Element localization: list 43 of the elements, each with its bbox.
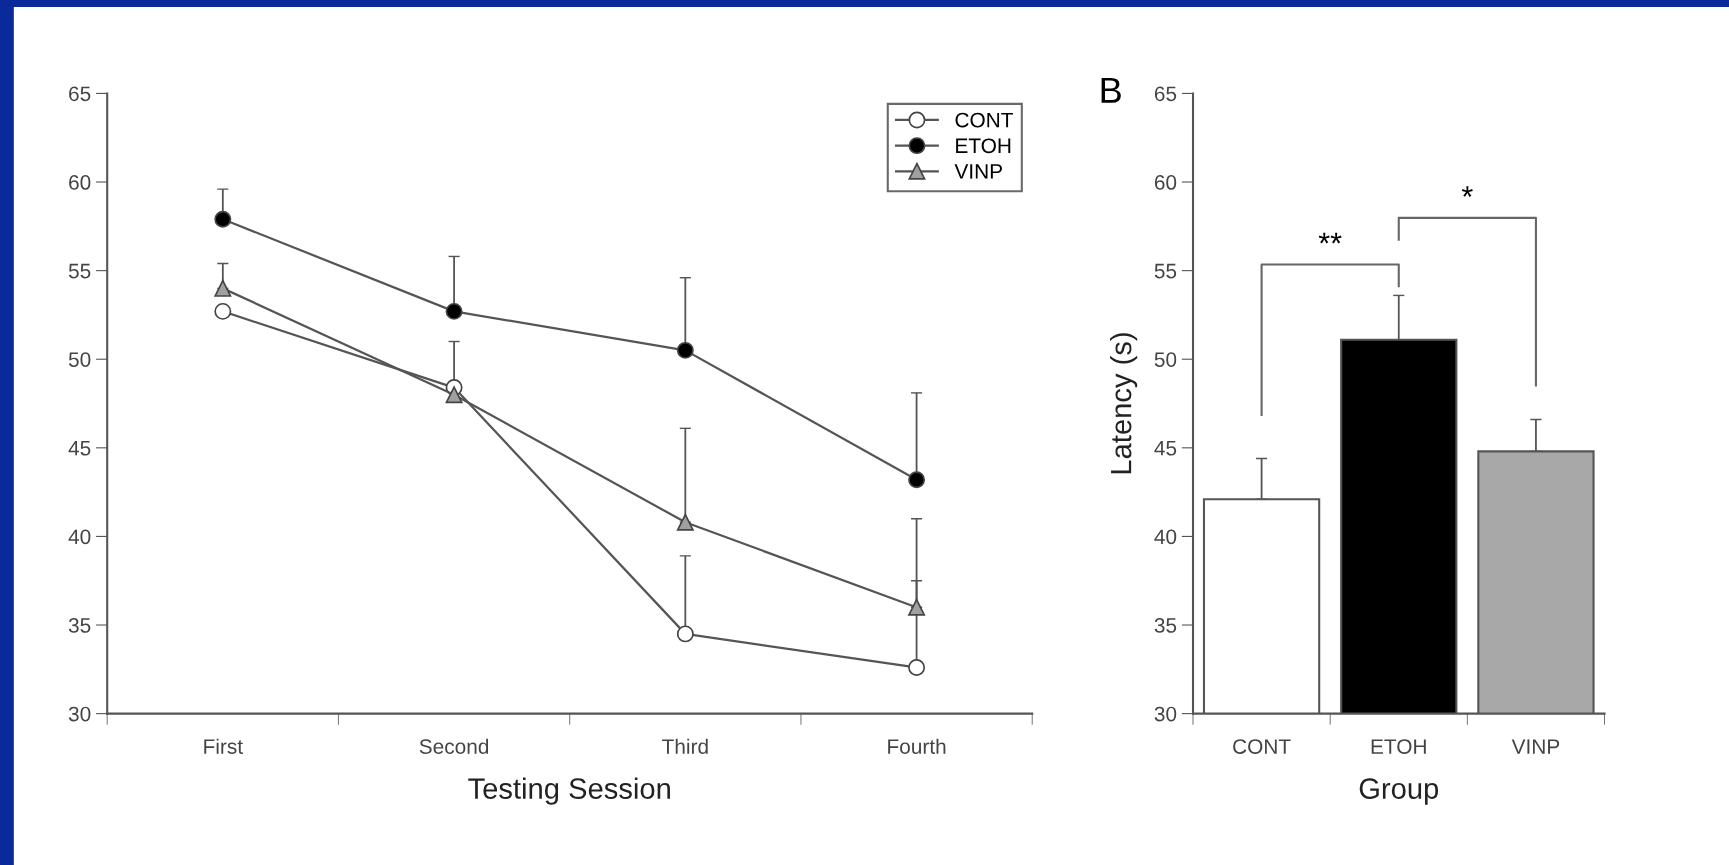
y-tick-label: 35 <box>68 618 91 633</box>
point <box>445 386 463 404</box>
y-tick-label: 60 <box>1154 175 1177 190</box>
y-tick-label: 40 <box>1154 529 1177 545</box>
point <box>445 302 463 320</box>
legend-label: CONT <box>955 112 1013 128</box>
y-tick-label: 30 <box>68 706 91 722</box>
x-tick-label: First <box>204 738 243 754</box>
point <box>676 341 694 359</box>
y-tick-label: 45 <box>68 441 91 456</box>
y-tick-label: 55 <box>68 263 91 279</box>
x-tick-label: Fourth <box>888 738 946 754</box>
x-tick-label: Third <box>662 738 708 754</box>
x-tick-label: Second <box>419 738 489 754</box>
point <box>214 279 232 297</box>
x-axis-title: Testing Session <box>468 777 670 805</box>
y-tick-label: 40 <box>68 529 91 545</box>
y-tick-label: 55 <box>1154 263 1177 279</box>
point <box>908 598 926 616</box>
point <box>908 659 926 677</box>
x-tick-label: ETOH <box>1371 739 1426 754</box>
x-axis-title: Group <box>1359 778 1439 805</box>
x-tick-label: CONT <box>1233 739 1291 754</box>
y-tick-label: 30 <box>1154 706 1177 722</box>
y-tick-label: 50 <box>1154 352 1177 367</box>
point <box>676 513 694 531</box>
point <box>214 302 232 320</box>
y-tick-label: 35 <box>1154 618 1177 633</box>
legend-label: ETOH <box>956 138 1011 154</box>
text: B <box>1101 77 1121 103</box>
y-tick-label: 50 <box>68 352 91 367</box>
x-tick-label: VINP <box>1511 739 1560 754</box>
y-axis-title: Latency (s) <box>1110 333 1138 474</box>
legend-label: VINP <box>954 164 1002 179</box>
point <box>676 625 694 643</box>
point <box>908 471 926 489</box>
y-tick-label: 65 <box>1154 86 1177 102</box>
annotation: * <box>1461 186 1473 197</box>
y-tick-label: 45 <box>1154 441 1177 456</box>
y-tick-label: 65 <box>69 86 91 102</box>
point <box>214 210 232 228</box>
annotation: ** <box>1318 232 1342 244</box>
y-tick-label: 60 <box>69 175 91 190</box>
